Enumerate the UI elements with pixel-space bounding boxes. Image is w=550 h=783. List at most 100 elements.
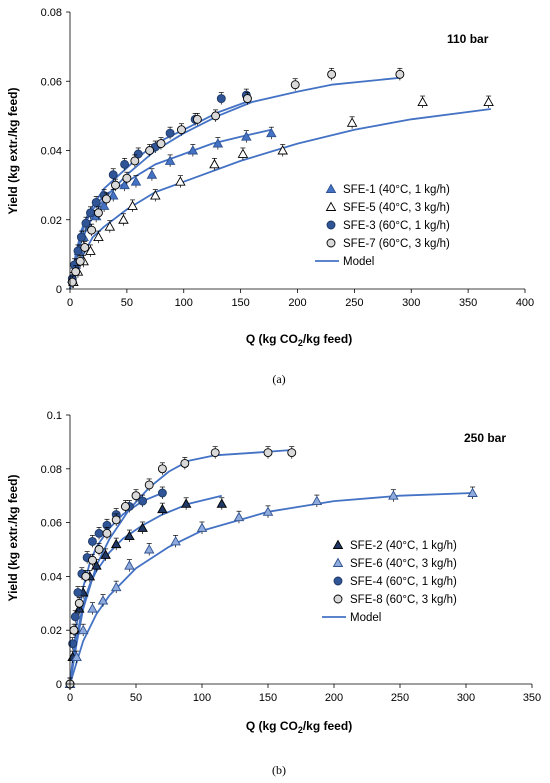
data-point (81, 571, 91, 581)
data-point (131, 491, 141, 501)
data-point (118, 214, 129, 224)
data-point (108, 170, 118, 180)
legend-entry: SFE-2 (40°C, 1 kg/h) (350, 540, 457, 552)
chart-110-bar: 0 50 100 150 200 250 300 350 400 0 0.02 0.04 0.06 0.0… (6, 7, 534, 386)
data-point (237, 148, 249, 158)
y-tick-label: 0 (56, 284, 62, 296)
data-point (266, 127, 277, 138)
data-point (157, 488, 167, 498)
data-point (192, 114, 202, 124)
legend-entry: SFE-3 (60°C, 1 kg/h) (343, 220, 450, 232)
data-point (130, 156, 140, 166)
data-point (122, 173, 132, 183)
y-tick-label: 0.02 (41, 215, 62, 227)
data-point (216, 94, 226, 104)
data-point (110, 581, 122, 592)
data-point (75, 256, 85, 266)
data-point (209, 158, 220, 169)
data-point (102, 528, 112, 538)
x-tick-label: 200 (288, 297, 306, 309)
data-point (157, 464, 167, 474)
data-point (467, 487, 478, 497)
x-tick-label: 300 (457, 692, 475, 704)
data-point (157, 503, 168, 514)
legend-marker (333, 594, 343, 604)
y-tick-label: 0.08 (41, 7, 62, 19)
x-tick-label: 250 (345, 297, 363, 309)
data-point (124, 560, 135, 570)
y-tick-label: 0.1 (47, 410, 62, 422)
data-point (180, 498, 192, 508)
data-point (73, 246, 83, 256)
x-tick-label: 300 (402, 297, 420, 309)
data-point (68, 639, 78, 649)
data-point (71, 267, 81, 277)
legend-entry: SFE-5 (40°C, 3 kg/h) (343, 202, 450, 214)
data-point (93, 208, 103, 218)
data-point (177, 125, 186, 135)
data-point (120, 502, 130, 511)
data-point (120, 159, 130, 169)
data-point (144, 480, 154, 490)
data-point (110, 538, 122, 549)
legend-marker (332, 557, 344, 567)
data-point (216, 498, 228, 508)
y-tick-label: 0 (56, 679, 62, 691)
data-point (388, 490, 399, 500)
data-point (175, 176, 186, 186)
data-point (346, 117, 358, 127)
data-point (73, 588, 83, 597)
model-curve (69, 108, 492, 290)
chart-250-bar: 0 50 100 150 200 250 300 350 0 0.02 0.04 0.06 0.08 0.… (6, 410, 542, 777)
data-point (124, 530, 135, 541)
data-point (70, 612, 80, 622)
x-tick-label: 350 (459, 297, 477, 309)
data-point (94, 545, 104, 554)
data-point (145, 146, 155, 155)
x-tick-label: 0 (67, 692, 73, 704)
axes: 0 50 100 150 200 250 300 350 0 0.02 0.04 0.06 0.08 0.… (41, 410, 542, 704)
data-point (97, 595, 109, 605)
x-tick-label: 400 (516, 297, 534, 309)
data-point (187, 145, 199, 155)
data-point (100, 549, 111, 559)
legend-entry: SFE-8 (60°C, 3 kg/h) (350, 594, 457, 606)
data-point (107, 190, 119, 200)
data-point (277, 145, 288, 155)
data-point (165, 128, 175, 138)
data-point (233, 511, 245, 522)
legend-marker (325, 201, 337, 211)
data-point (164, 155, 176, 165)
data-point (212, 138, 224, 148)
data-point (138, 496, 148, 506)
data-point (242, 94, 252, 104)
data-point (262, 506, 274, 516)
x-axis-title: Q (kg CO2/kg feed) (246, 719, 352, 735)
data-point (81, 218, 91, 228)
data-point (87, 225, 97, 235)
data-point (146, 169, 158, 179)
data-points (64, 446, 478, 690)
x-tick-label: 200 (325, 692, 343, 704)
data-point (93, 231, 104, 242)
y-tick-label: 0.06 (41, 518, 62, 530)
x-axis-title: Q (kg CO2/kg feed) (246, 332, 352, 348)
data-point (67, 277, 77, 287)
data-point (80, 242, 90, 252)
data-point (180, 458, 190, 468)
data-point (91, 197, 101, 207)
data-points (67, 67, 494, 289)
data-point (76, 232, 86, 242)
data-point (119, 179, 130, 190)
y-tick-label: 0.04 (41, 146, 62, 158)
data-point (417, 96, 428, 106)
x-tick-label: 100 (175, 297, 193, 309)
y-tick-label: 0.08 (41, 464, 62, 476)
legend-entry: Model (350, 612, 381, 624)
data-point (241, 131, 252, 141)
data-point (170, 536, 181, 546)
data-point (111, 180, 120, 190)
x-tick-label: 50 (121, 297, 133, 309)
legend-marker (333, 576, 343, 586)
data-point (127, 200, 138, 210)
